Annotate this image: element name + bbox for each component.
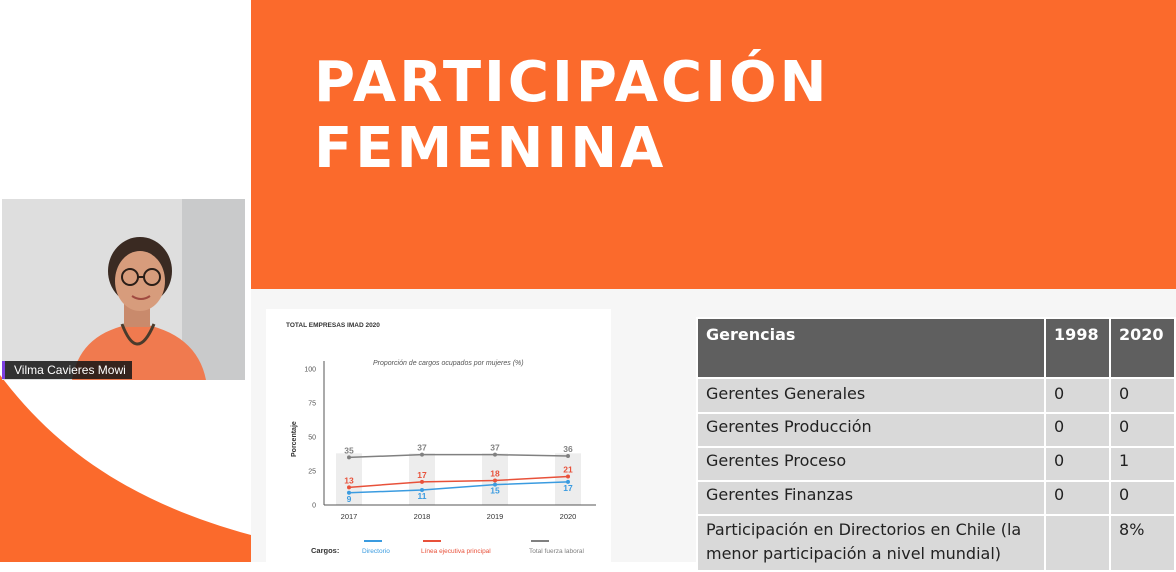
data-label: 11 <box>418 491 427 501</box>
legend-title: Cargos: <box>311 546 339 555</box>
data-point <box>566 474 570 479</box>
table-cell: Gerentes Generales <box>695 377 1047 414</box>
table-cell: 8% <box>1109 514 1176 572</box>
series-line <box>348 453 569 459</box>
table-row: Participación en Directorios en Chile (l… <box>695 514 1176 572</box>
table-cell: 0 <box>1109 412 1176 448</box>
table-cell <box>1044 514 1112 572</box>
x-tick-label: 2017 <box>341 512 358 521</box>
table-row: Gerentes Proceso 0 1 <box>695 446 1176 482</box>
data-point <box>493 452 497 457</box>
gerencias-table: Gerencias 1998 2020 Gerentes Generales 0… <box>695 317 1176 572</box>
data-label: 37 <box>490 443 500 453</box>
table-cell: 0 <box>1109 377 1176 414</box>
data-label: 17 <box>563 483 573 493</box>
table-cell: 0 <box>1044 377 1112 414</box>
y-tick-label: 0 <box>312 503 316 510</box>
participant-panel: Vilma Cavieres Mowi <box>0 0 251 562</box>
data-point <box>566 454 570 459</box>
chart-subtitle: Proporción de cargos ocupados por mujere… <box>373 360 524 367</box>
chart-ylabel: Porcentaje <box>291 421 298 457</box>
data-point <box>420 452 424 457</box>
table-header-cell: 1998 <box>1044 317 1112 379</box>
table-row: Gerentes Producción 0 0 <box>695 412 1176 448</box>
y-tick-label: 25 <box>308 469 316 476</box>
table-cell: Gerentes Proceso <box>695 446 1047 482</box>
data-label: 21 <box>563 464 573 474</box>
data-label: 37 <box>417 443 427 453</box>
line-chart: TOTAL EMPRESAS IMAD 2020 Proporción de ca… <box>286 322 596 555</box>
data-point <box>493 482 497 487</box>
data-point <box>566 479 570 484</box>
decorative-orange-shape <box>0 375 251 562</box>
data-point <box>347 455 351 460</box>
data-point <box>347 485 351 490</box>
chart-panel: TOTAL EMPRESAS IMAD 2020 Proporción de ca… <box>266 309 611 562</box>
chart-title: TOTAL EMPRESAS IMAD 2020 <box>286 322 380 329</box>
slide-title-line2: FEMENINA <box>314 116 667 181</box>
slide-content: TOTAL EMPRESAS IMAD 2020 Proporción de ca… <box>251 289 1176 572</box>
participant-video-feed <box>2 199 245 380</box>
table-row: Gerentes Finanzas 0 0 <box>695 480 1176 516</box>
x-tick-label: 2020 <box>560 512 577 521</box>
table-cell: Participación en Directorios en Chile (l… <box>695 514 1047 572</box>
x-tick-label: 2018 <box>414 512 431 521</box>
table-cell: 0 <box>1044 412 1112 448</box>
data-point <box>493 478 497 483</box>
data-label: 18 <box>490 469 500 479</box>
table-header-row: Gerencias 1998 2020 <box>695 317 1176 379</box>
data-point <box>420 488 424 493</box>
table-cell: 0 <box>1044 480 1112 516</box>
legend-label: Línea ejecutiva principal <box>421 548 491 555</box>
category-band <box>555 453 581 505</box>
legend-label: Directorio <box>362 548 390 555</box>
table-cell: 1 <box>1109 446 1176 482</box>
slide-title: PARTICIPACIÓN FEMENINA <box>314 50 829 182</box>
x-tick-label: 2019 <box>487 512 504 521</box>
table-cell: 0 <box>1044 446 1112 482</box>
table-cell: Gerentes Producción <box>695 412 1047 448</box>
webcam-video[interactable]: Vilma Cavieres Mowi <box>2 199 245 380</box>
category-band <box>336 453 362 505</box>
table-row: Gerentes Generales 0 0 <box>695 377 1176 414</box>
participant-name-tag: Vilma Cavieres Mowi <box>2 361 132 379</box>
data-label: 36 <box>563 444 573 454</box>
data-label: 9 <box>347 494 352 504</box>
table-cell: 0 <box>1109 480 1176 516</box>
category-band <box>409 453 435 505</box>
table-header-cell: Gerencias <box>695 317 1047 379</box>
y-tick-label: 75 <box>308 401 316 408</box>
presentation-slide: PARTICIPACIÓN FEMENINA TOTAL EMPRESAS IM… <box>251 0 1176 572</box>
y-tick-label: 50 <box>308 435 316 442</box>
slide-header: PARTICIPACIÓN FEMENINA <box>251 0 1176 289</box>
data-point <box>420 479 424 484</box>
data-label: 15 <box>490 486 500 496</box>
series-line <box>348 481 569 494</box>
legend-label: Total fuerza laboral <box>529 548 584 555</box>
data-label: 35 <box>344 445 354 455</box>
table-header-cell: 2020 <box>1109 317 1176 379</box>
slide-title-line1: PARTICIPACIÓN <box>314 50 830 115</box>
y-tick-label: 100 <box>304 367 316 374</box>
data-point <box>347 490 351 495</box>
data-label: 17 <box>417 470 427 480</box>
table-cell: Gerentes Finanzas <box>695 480 1047 516</box>
data-label: 13 <box>344 475 354 485</box>
series-line <box>348 475 569 489</box>
